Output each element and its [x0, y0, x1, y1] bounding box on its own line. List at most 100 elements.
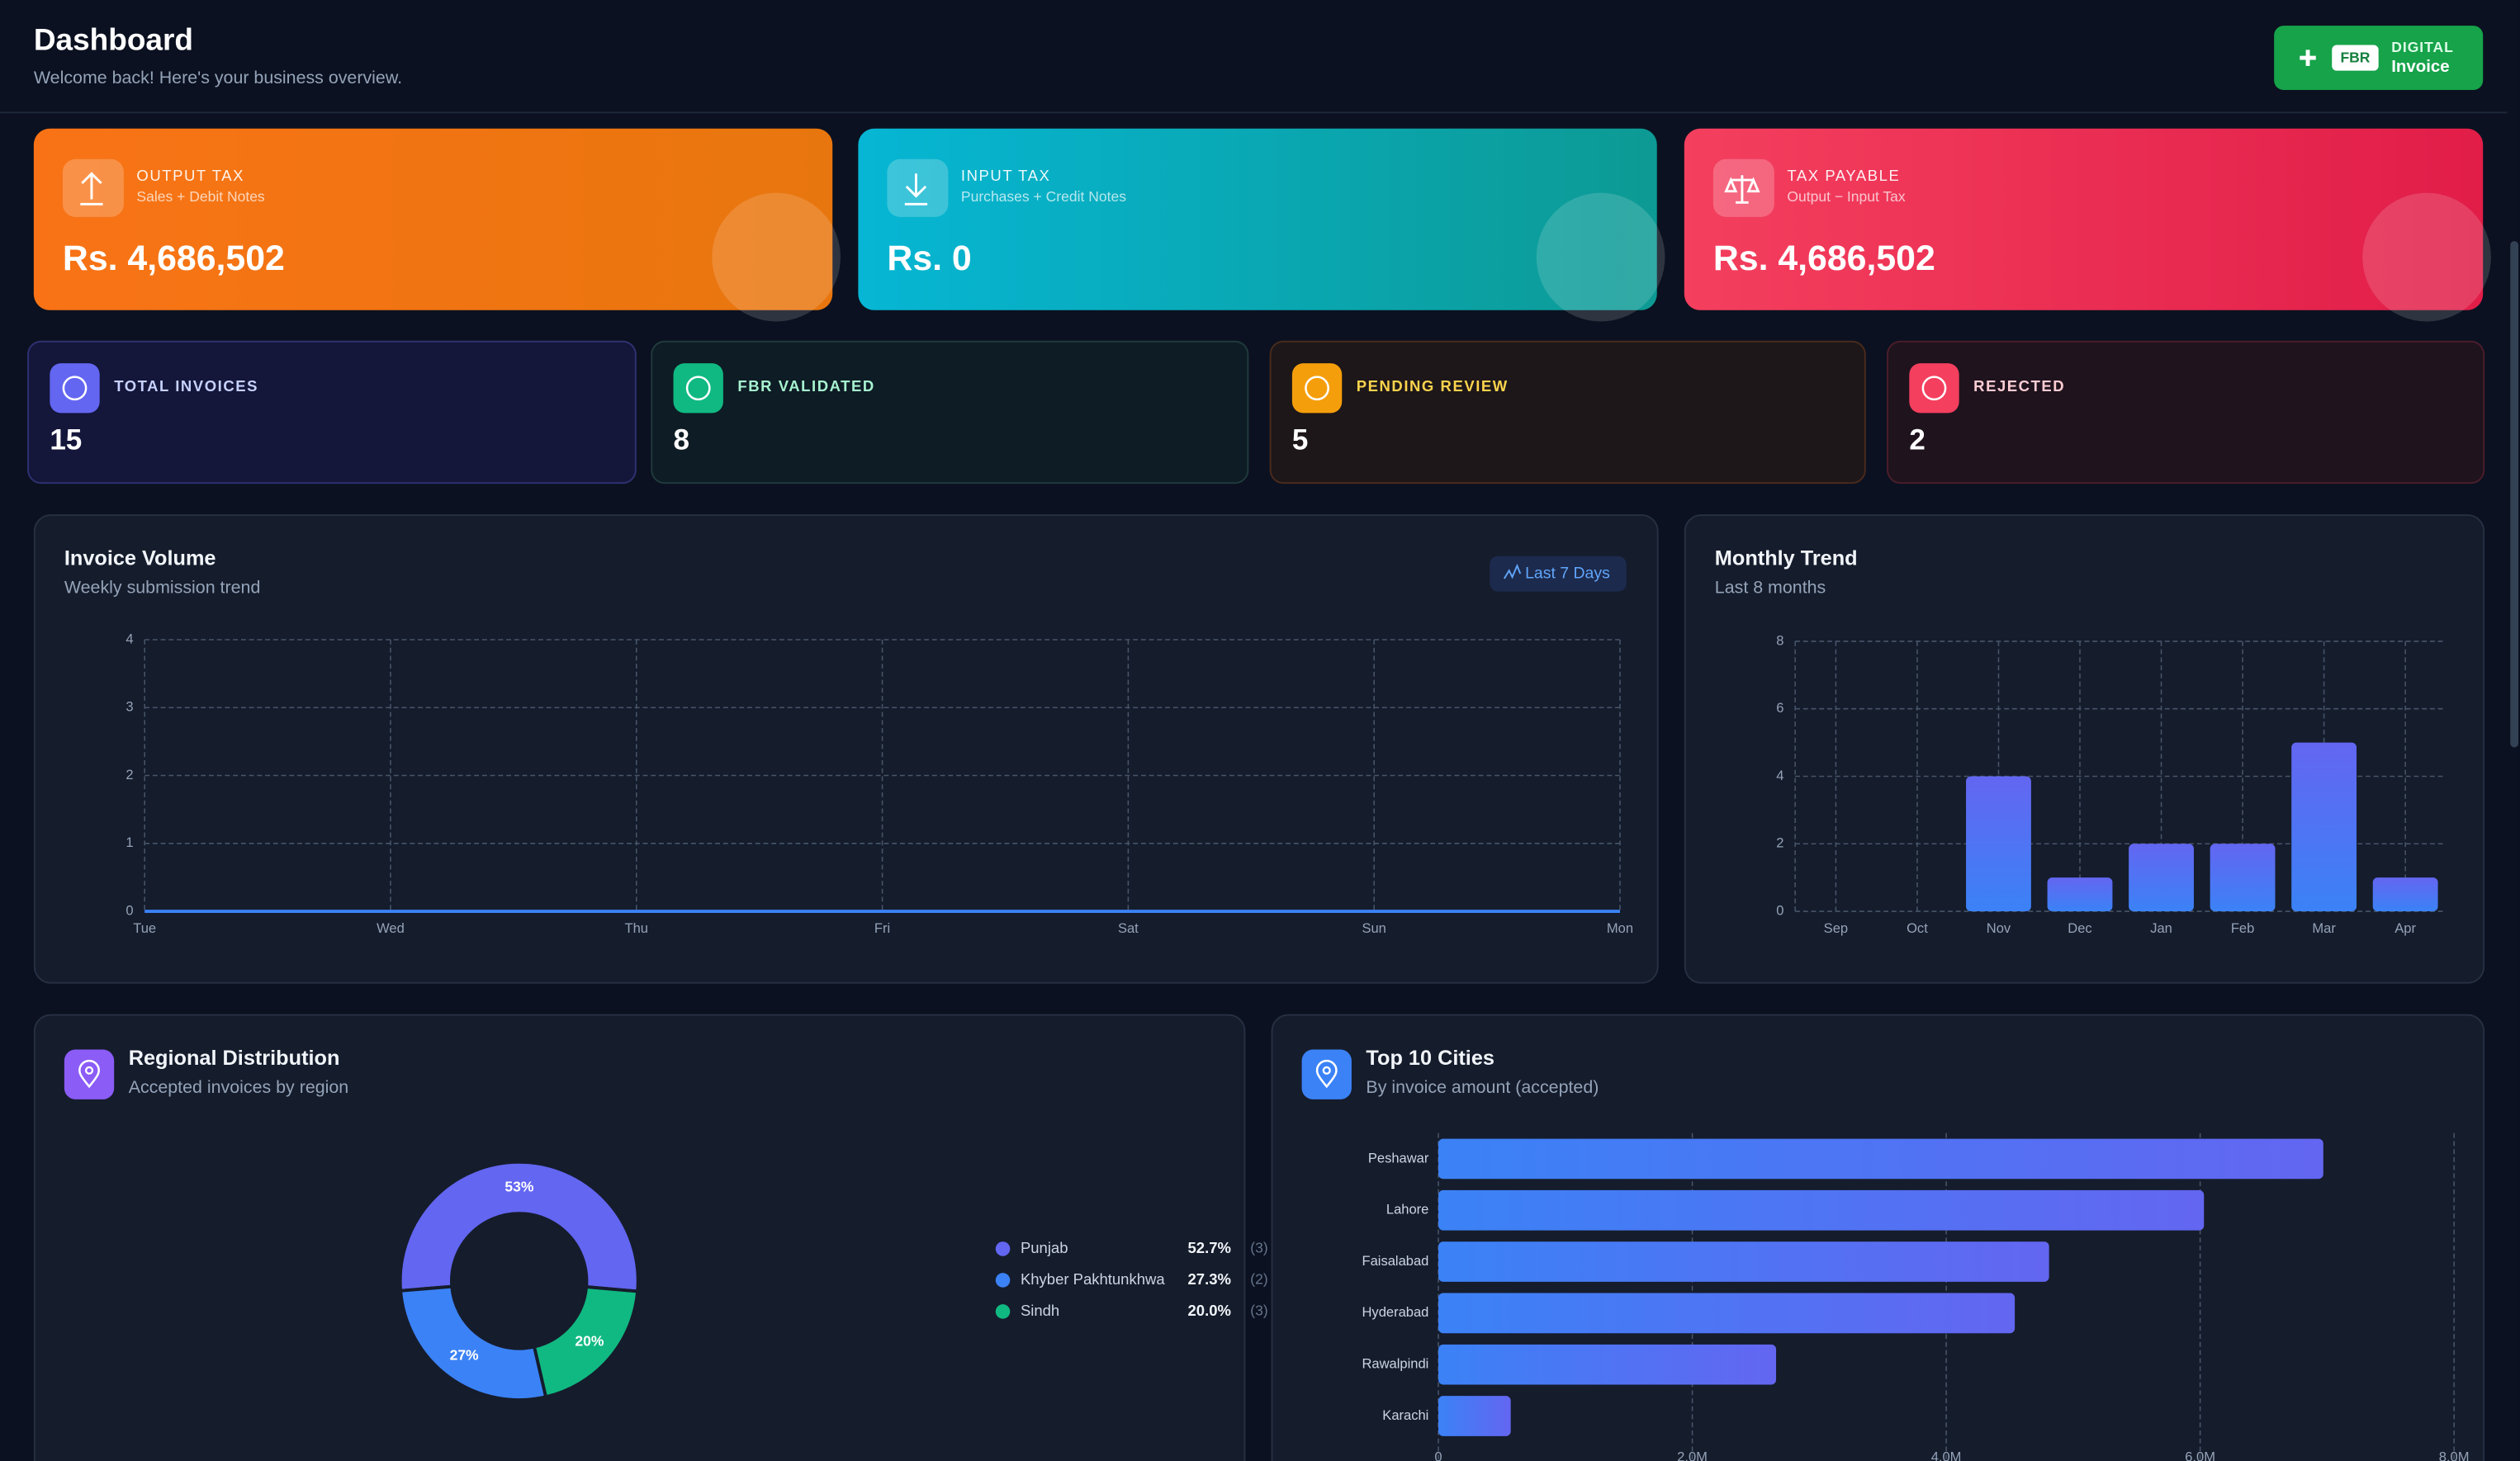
- status-icon: [685, 376, 711, 401]
- status-value: 5: [1292, 424, 1308, 456]
- page-subtitle: Welcome back! Here's your business overv…: [34, 68, 402, 87]
- button-line1: DIGITAL: [2391, 39, 2454, 55]
- card-decoration: [2362, 192, 2491, 322]
- card-sub: Output − Input Tax: [1787, 188, 1906, 205]
- card-label: INPUT TAX: [961, 167, 1050, 184]
- panel-title: Invoice Volume: [64, 546, 216, 570]
- donut-slice: [399, 1284, 548, 1402]
- card-value: Rs. 4,686,502: [1713, 239, 1935, 278]
- scrollbar[interactable]: [2510, 241, 2519, 748]
- y-tick-label: Karachi: [1382, 1407, 1428, 1423]
- bar: [1438, 1241, 2049, 1282]
- legend-count: (3): [1250, 1303, 1267, 1319]
- status-icon-bg: [673, 363, 723, 414]
- range-icon: [1503, 563, 1522, 579]
- status-card: [1887, 340, 2485, 485]
- x-tick-label: Mon: [1607, 920, 1633, 936]
- status-value: 15: [50, 424, 82, 456]
- status-icon: [1305, 376, 1329, 401]
- y-tick-label: 2: [1776, 835, 1783, 851]
- status-icon-bg: [50, 363, 100, 414]
- tax-card: [858, 128, 1657, 310]
- panel-title: Regional Distribution: [129, 1047, 340, 1070]
- legend-swatch: [995, 1273, 1011, 1288]
- plus-icon: [2300, 50, 2316, 66]
- status-label: FBR VALIDATED: [737, 377, 874, 395]
- x-tick-label: 4.0M: [1931, 1449, 1962, 1461]
- bar: [2210, 844, 2276, 912]
- y-tick-label: 4: [1776, 768, 1783, 783]
- legend-value: 52.7%: [1188, 1239, 1231, 1256]
- status-icon: [1921, 376, 1947, 401]
- legend-value: 20.0%: [1188, 1302, 1231, 1319]
- card-decoration: [1536, 192, 1665, 322]
- bar: [2047, 877, 2113, 912]
- status-value: 2: [1909, 424, 1925, 456]
- y-tick-label: 3: [126, 699, 133, 715]
- bar: [1438, 1138, 2323, 1180]
- x-tick-label: Tue: [133, 920, 156, 936]
- tax-card: [1684, 128, 2484, 310]
- panel-subtitle: Accepted invoices by region: [129, 1077, 348, 1097]
- card-sub: Sales + Debit Notes: [136, 188, 264, 205]
- x-tick-label: Sep: [1824, 920, 1848, 936]
- x-tick-label: Wed: [377, 920, 405, 936]
- card-decoration: [712, 192, 841, 322]
- panel: [33, 514, 1659, 984]
- status-card: [1269, 340, 1866, 485]
- status-icon: [62, 376, 88, 401]
- legend-swatch: [995, 1241, 1011, 1256]
- legend-label: Punjab: [1021, 1239, 1068, 1256]
- status-card: [27, 340, 637, 485]
- legend-label: Sindh: [1021, 1302, 1059, 1319]
- new-invoice-button[interactable]: [2274, 26, 2484, 91]
- y-tick-label: 6: [1776, 700, 1783, 716]
- bar: [1966, 776, 2031, 912]
- status-card: [651, 340, 1249, 485]
- y-tick-label: 4: [126, 631, 133, 646]
- tax-card: [33, 128, 833, 310]
- x-tick-label: Thu: [625, 920, 648, 936]
- card-label: OUTPUT TAX: [136, 167, 244, 184]
- panel-title: Monthly Trend: [1715, 546, 1858, 570]
- button-line2: Invoice: [2391, 57, 2449, 76]
- x-tick-label: Fri: [874, 920, 890, 936]
- bar: [1438, 1189, 2205, 1231]
- legend-label: Khyber Pakhtunkhwa: [1021, 1270, 1165, 1288]
- y-tick-label: 1: [126, 835, 133, 850]
- legend-count: (2): [1250, 1271, 1267, 1288]
- card-icon-bg: [1712, 158, 1774, 217]
- pin-dot: [84, 1066, 94, 1075]
- x-tick-label: 8.0M: [2439, 1449, 2470, 1461]
- bar: [1438, 1293, 2016, 1334]
- card-icon-bg: [887, 158, 949, 217]
- x-tick-label: Jan: [2150, 920, 2172, 936]
- y-tick-label: Hyderabad: [1362, 1304, 1428, 1320]
- panel-subtitle: Weekly submission trend: [64, 577, 261, 597]
- x-tick-label: Sat: [1118, 920, 1139, 936]
- panel-subtitle: Last 8 months: [1715, 577, 1826, 597]
- card-icon: [904, 173, 928, 206]
- x-tick-label: Mar: [2312, 920, 2336, 936]
- donut-slice: [532, 1284, 640, 1399]
- pin-icon: [1315, 1059, 1338, 1089]
- x-tick-label: Feb: [2231, 920, 2254, 936]
- card-icon: [1724, 175, 1760, 204]
- button-badge: FBR: [2340, 50, 2370, 66]
- status-icon-bg: [1909, 363, 1959, 414]
- badge-bg: [2332, 45, 2379, 71]
- bar: [2291, 742, 2357, 912]
- y-tick-label: Rawalpindi: [1362, 1356, 1428, 1372]
- legend-value: 27.3%: [1188, 1270, 1231, 1288]
- x-tick-label: Dec: [2068, 920, 2091, 936]
- slice-label: 20%: [575, 1333, 604, 1350]
- x-tick-label: Nov: [1987, 920, 2011, 936]
- panel: [1684, 514, 2485, 984]
- range-badge-text: Last 7 Days: [1525, 564, 1610, 582]
- donut-slice: [398, 1160, 640, 1293]
- panel-title: Top 10 Cities: [1366, 1047, 1494, 1070]
- x-tick-label: 6.0M: [2185, 1449, 2215, 1461]
